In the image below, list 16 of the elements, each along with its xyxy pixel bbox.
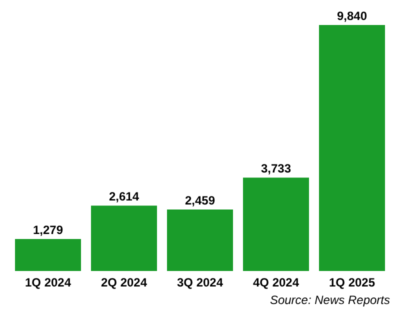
data-label: 2,614 <box>108 190 140 204</box>
x-tick-label: 1Q 2024 <box>24 276 72 290</box>
bar <box>15 239 81 271</box>
source-note: Source: News Reports <box>270 293 390 307</box>
data-label: 9,840 <box>336 9 368 23</box>
x-tick-label: 4Q 2024 <box>252 276 300 290</box>
bar <box>167 210 233 271</box>
data-label: 3,733 <box>260 162 292 176</box>
x-tick-label: 1Q 2025 <box>328 276 376 290</box>
bar <box>319 25 385 271</box>
bar <box>91 206 157 271</box>
data-label: 1,279 <box>32 223 64 238</box>
x-tick-label: 2Q 2024 <box>100 276 148 290</box>
x-tick-label: 3Q 2024 <box>176 276 224 290</box>
data-label: 2,459 <box>184 194 216 208</box>
bar <box>243 178 309 271</box>
